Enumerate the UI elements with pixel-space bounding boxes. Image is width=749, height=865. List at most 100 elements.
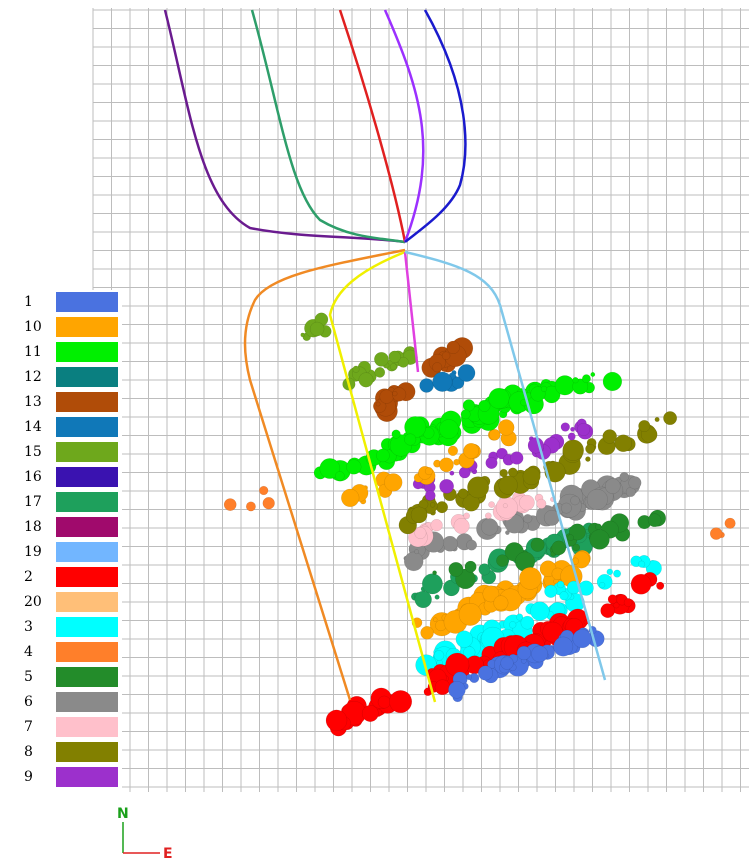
event (560, 502, 572, 514)
legend-label: 19 (24, 544, 42, 560)
event (572, 377, 579, 384)
event (570, 495, 580, 506)
legend-swatch (56, 692, 118, 712)
event (493, 595, 509, 611)
legend-swatch (56, 542, 118, 562)
event (245, 501, 256, 512)
event (499, 468, 508, 478)
legend-swatch (56, 742, 118, 762)
well (404, 250, 607, 681)
event (439, 419, 459, 439)
event (446, 340, 460, 355)
event (467, 476, 490, 499)
legend-label: 14 (24, 419, 42, 435)
well (404, 9, 467, 243)
event (502, 503, 508, 509)
event (488, 501, 495, 508)
event (448, 561, 464, 577)
legend-swatch (56, 667, 118, 687)
event (656, 581, 665, 590)
event (466, 539, 478, 551)
event (553, 636, 574, 657)
event (531, 645, 549, 663)
event (414, 590, 432, 609)
event (404, 433, 417, 446)
legend-swatch (56, 717, 118, 737)
legend-label: 13 (24, 394, 42, 410)
event (480, 518, 499, 536)
event (262, 497, 275, 510)
event (455, 630, 473, 648)
event (498, 475, 518, 495)
event (613, 602, 620, 609)
event (433, 650, 445, 661)
event (600, 603, 616, 618)
event (433, 617, 438, 622)
legend-label: 1 (24, 294, 33, 310)
event (607, 594, 618, 605)
event (619, 471, 630, 482)
event (590, 372, 596, 377)
event (516, 613, 524, 621)
event (576, 422, 591, 437)
event (485, 456, 498, 469)
event (429, 502, 436, 508)
well (338, 9, 407, 243)
wells (163, 9, 607, 703)
event (403, 551, 424, 572)
event (434, 594, 440, 600)
event (435, 501, 449, 514)
event (389, 363, 397, 371)
event (432, 371, 453, 392)
event (724, 517, 736, 529)
event (496, 554, 509, 567)
legend-label: 3 (24, 619, 33, 635)
legend-swatch (56, 617, 118, 637)
event (453, 517, 470, 535)
event (346, 459, 362, 475)
event (570, 426, 576, 432)
legend-swatch (56, 417, 118, 437)
event (585, 443, 596, 454)
event (663, 411, 678, 426)
event (460, 409, 471, 420)
event (638, 419, 651, 433)
event (421, 573, 443, 595)
event (500, 656, 514, 670)
event (477, 665, 494, 681)
north-label: N (117, 806, 129, 822)
event (414, 549, 420, 555)
legend-label: 5 (24, 669, 33, 685)
legend-background (0, 290, 122, 792)
event (510, 451, 524, 465)
event (441, 351, 451, 361)
event (432, 362, 443, 373)
event (432, 570, 437, 576)
legend-swatch (56, 567, 118, 587)
event (519, 567, 542, 590)
event (420, 626, 434, 640)
legend-label: 2 (24, 569, 33, 585)
event (613, 569, 622, 578)
event (465, 673, 473, 681)
well (250, 9, 406, 244)
event (463, 512, 470, 520)
event (536, 498, 547, 509)
well (403, 251, 420, 373)
event (572, 543, 581, 552)
event (595, 523, 602, 531)
event (453, 458, 460, 466)
event (484, 512, 492, 520)
legend-label: 18 (24, 519, 42, 535)
event (559, 591, 569, 601)
event (530, 601, 550, 621)
legend-label: 8 (24, 744, 33, 760)
event (319, 458, 341, 479)
event (458, 602, 482, 626)
event (414, 526, 427, 540)
legend-swatch (56, 767, 118, 787)
event (540, 385, 548, 393)
event (530, 537, 545, 552)
event (392, 390, 398, 397)
